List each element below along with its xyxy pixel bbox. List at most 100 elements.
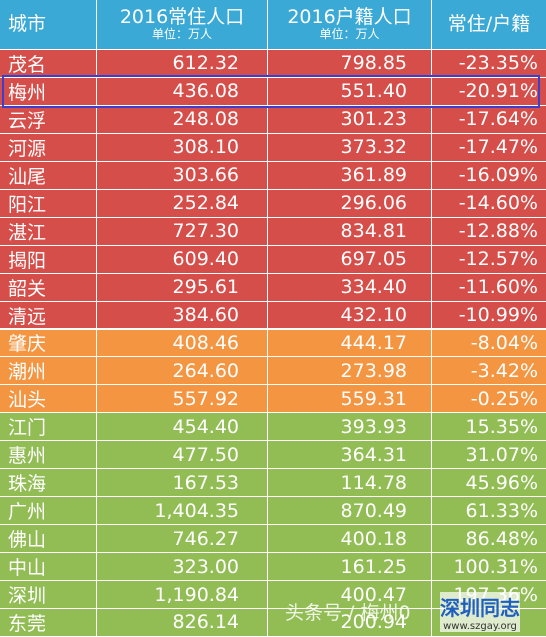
table-row: 河源 308.10 373.32 -17.47% bbox=[0, 133, 546, 162]
table-cell: 384.60 bbox=[97, 301, 268, 329]
table-cell: 中山 bbox=[0, 553, 97, 581]
header-unit: 单位：万人 bbox=[319, 27, 380, 42]
table-cell: 东莞 bbox=[0, 609, 97, 636]
table-cell: 86.48% bbox=[465, 527, 538, 550]
table-cell: -12.88% bbox=[458, 220, 538, 243]
table-cell: -23.35% bbox=[458, 52, 538, 75]
table-cell: 697.05 bbox=[268, 245, 432, 273]
table-cell: 1,190.84 bbox=[97, 581, 268, 608]
table-cell: 870.49 bbox=[268, 497, 432, 525]
watermark: 头条号 / 梅州0 bbox=[285, 602, 411, 624]
table-cell: -0.25% bbox=[470, 387, 538, 410]
table-cell: 揭阳 bbox=[0, 245, 97, 273]
table-cell: 161.25 bbox=[268, 553, 432, 581]
table-cell: 746.27 bbox=[97, 525, 268, 553]
table-cell: 167.53 bbox=[97, 469, 268, 497]
table-row: 梅州 436.08 551.40 -20.91% bbox=[0, 77, 546, 106]
table-cell: 296.06 bbox=[268, 189, 432, 217]
table-cell: 557.92 bbox=[97, 385, 268, 413]
table-cell: 江门 bbox=[0, 413, 97, 441]
table-cell: -12.57% bbox=[458, 248, 538, 271]
header-title: 2016常住人口 bbox=[119, 6, 245, 29]
table-row: 阳江 252.84 296.06 -14.60% bbox=[0, 189, 546, 218]
table-cell: 61.33% bbox=[465, 499, 538, 522]
table-cell: 茂名 bbox=[0, 50, 97, 77]
logo-url: www.szgay.org bbox=[443, 621, 517, 632]
table-cell: 湛江 bbox=[0, 217, 97, 245]
table-cell: -3.42% bbox=[470, 359, 538, 382]
table-cell: 阳江 bbox=[0, 189, 97, 217]
table-cell: 100.31% bbox=[453, 555, 538, 578]
table-cell: 323.00 bbox=[97, 553, 268, 581]
table-cell: 248.08 bbox=[97, 105, 268, 133]
table-row: 广州 1,404.35 870.49 61.33% bbox=[0, 497, 546, 526]
table-cell: 1,404.35 bbox=[97, 497, 268, 525]
table-cell: 834.81 bbox=[268, 217, 432, 245]
header-unit: 单位：万人 bbox=[151, 27, 212, 42]
table-row: 汕头 557.92 559.31 -0.25% bbox=[0, 385, 546, 414]
table-cell: 252.84 bbox=[97, 189, 268, 217]
table-cell: 454.40 bbox=[97, 413, 268, 441]
table-cell: -17.64% bbox=[458, 108, 538, 131]
table-row: 肇庆 408.46 444.17 -8.04% bbox=[0, 329, 546, 358]
highlight-box bbox=[2, 75, 540, 108]
table-row: 珠海 167.53 114.78 45.96% bbox=[0, 469, 546, 498]
table-row: 佛山 746.27 400.18 86.48% bbox=[0, 525, 546, 554]
table-cell: 惠州 bbox=[0, 441, 97, 469]
table-cell: 珠海 bbox=[0, 469, 97, 497]
table-cell: 393.93 bbox=[268, 413, 432, 441]
table-row: 云浮 248.08 301.23 -17.64% bbox=[0, 105, 546, 134]
table-cell: 727.30 bbox=[97, 217, 268, 245]
table-cell: 826.14 bbox=[97, 609, 268, 636]
table-cell: 295.61 bbox=[97, 273, 268, 301]
table-row: 湛江 727.30 834.81 -12.88% bbox=[0, 217, 546, 246]
table-cell: 31.07% bbox=[465, 443, 538, 466]
table-cell: 273.98 bbox=[268, 357, 432, 385]
table-cell: 200.94 bbox=[268, 609, 432, 636]
table-cell: 河源 bbox=[0, 133, 97, 161]
table-cell: 梅州 bbox=[0, 77, 97, 105]
table-cell: -14.60% bbox=[458, 192, 538, 215]
table-cell: 303.66 bbox=[97, 161, 268, 189]
table-cell: 612.32 bbox=[97, 50, 268, 77]
table-cell: 559.31 bbox=[268, 385, 432, 413]
table-cell: 深圳 bbox=[0, 581, 97, 608]
header-row: 城市 2016常住人口 单位：万人 2016户籍人口 单位：万人 常住/户籍 bbox=[0, 0, 546, 50]
header-title: 常住/户籍 bbox=[447, 13, 531, 36]
table-cell: 潮州 bbox=[0, 357, 97, 385]
table-cell: 264.60 bbox=[97, 357, 268, 385]
table-row: 江门 454.40 393.93 15.35% bbox=[0, 413, 546, 442]
table-cell: 477.50 bbox=[97, 441, 268, 469]
header-title: 2016户籍人口 bbox=[287, 6, 412, 29]
table-cell: 301.23 bbox=[268, 105, 432, 133]
table-cell: 308.10 bbox=[97, 133, 268, 161]
table-cell: 364.31 bbox=[268, 441, 432, 469]
table-cell: 798.85 bbox=[268, 50, 432, 77]
table-cell: 609.40 bbox=[97, 245, 268, 273]
table-cell: 45.96% bbox=[465, 471, 538, 494]
table-cell: 114.78 bbox=[268, 469, 432, 497]
table-cell: 400.18 bbox=[268, 525, 432, 553]
table-cell: 汕尾 bbox=[0, 161, 97, 189]
logo-text: 深圳同志 bbox=[440, 596, 520, 620]
table-row: 茂名 612.32 798.85 -23.35% bbox=[0, 50, 546, 78]
table-cell: 400.47 bbox=[268, 581, 432, 608]
table-cell: 551.40 bbox=[268, 77, 432, 105]
table-cell: 清远 bbox=[0, 301, 97, 329]
header-cell: 2016户籍人口 单位：万人 bbox=[268, 0, 432, 49]
table-cell: 361.89 bbox=[268, 161, 432, 189]
table-cell: -10.99% bbox=[458, 304, 538, 327]
header-cell: 常住/户籍 bbox=[432, 0, 546, 49]
table-cell: 肇庆 bbox=[0, 329, 97, 357]
table-cell: 436.08 bbox=[97, 77, 268, 105]
header-cell: 2016常住人口 单位：万人 bbox=[97, 0, 268, 49]
table-row: 韶关 295.61 334.40 -11.60% bbox=[0, 273, 546, 302]
table-row: 揭阳 609.40 697.05 -12.57% bbox=[0, 245, 546, 274]
header-cell: 城市 bbox=[0, 0, 97, 49]
table-cell: -11.60% bbox=[458, 276, 538, 299]
table-cell: 444.17 bbox=[268, 329, 432, 357]
table-cell: 408.46 bbox=[97, 329, 268, 357]
table-cell: -17.47% bbox=[458, 136, 538, 159]
header-title: 城市 bbox=[8, 13, 47, 36]
